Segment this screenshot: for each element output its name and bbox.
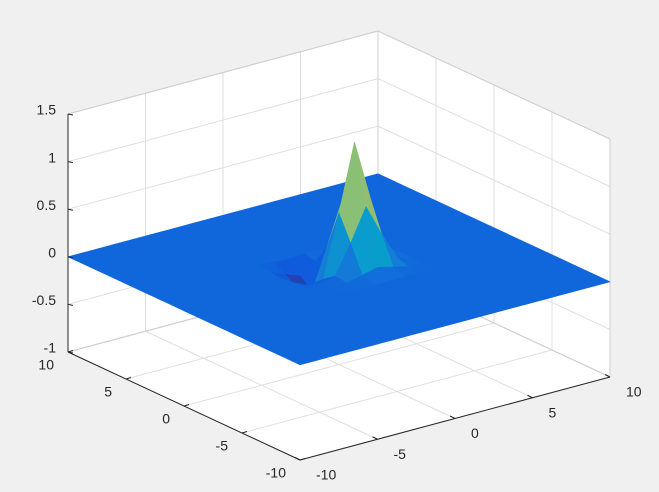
x-tick bbox=[604, 374, 611, 378]
z-tick-label: 0 bbox=[48, 245, 56, 261]
grid-line bbox=[377, 78, 611, 188]
x-tick-label: -10 bbox=[316, 467, 336, 483]
y-tick-label: 5 bbox=[104, 384, 112, 400]
y-tick-label: -10 bbox=[266, 465, 286, 481]
y-tick-label: 0 bbox=[162, 411, 170, 427]
x-tick-label: 5 bbox=[549, 404, 557, 420]
axis-line bbox=[377, 30, 611, 140]
x-tick-label: 10 bbox=[626, 384, 642, 400]
y-tick bbox=[299, 458, 306, 461]
z-tick-label: 0.5 bbox=[37, 197, 57, 213]
z-tick bbox=[67, 208, 74, 211]
z-tick-label: -0.5 bbox=[32, 292, 56, 308]
x-tick bbox=[294, 457, 301, 461]
grid-line bbox=[183, 322, 495, 407]
y-tick-label: -5 bbox=[216, 438, 229, 454]
x-tick-label: -5 bbox=[394, 446, 407, 462]
z-tick bbox=[67, 256, 74, 259]
x-tick bbox=[449, 415, 456, 419]
z-tick bbox=[67, 113, 74, 116]
y-tick bbox=[67, 350, 74, 353]
y-tick bbox=[125, 377, 132, 380]
x-tick bbox=[527, 394, 533, 399]
x-tick-label: 0 bbox=[471, 425, 479, 441]
axis-line bbox=[67, 30, 379, 115]
grid-line bbox=[241, 349, 553, 434]
y-tick bbox=[241, 431, 248, 434]
x-tick bbox=[372, 436, 378, 440]
grid-line bbox=[67, 125, 379, 210]
z-tick-label: 1 bbox=[48, 149, 56, 165]
z-tick bbox=[67, 303, 74, 306]
mesh-face bbox=[288, 354, 316, 366]
grid-line bbox=[377, 125, 611, 235]
y-tick-label: 10 bbox=[38, 357, 54, 373]
z-tick bbox=[67, 161, 74, 164]
grid-line bbox=[67, 78, 379, 163]
z-tick-label: 1.5 bbox=[37, 102, 57, 118]
z-tick-label: -1 bbox=[44, 340, 57, 356]
y-tick bbox=[183, 404, 190, 407]
